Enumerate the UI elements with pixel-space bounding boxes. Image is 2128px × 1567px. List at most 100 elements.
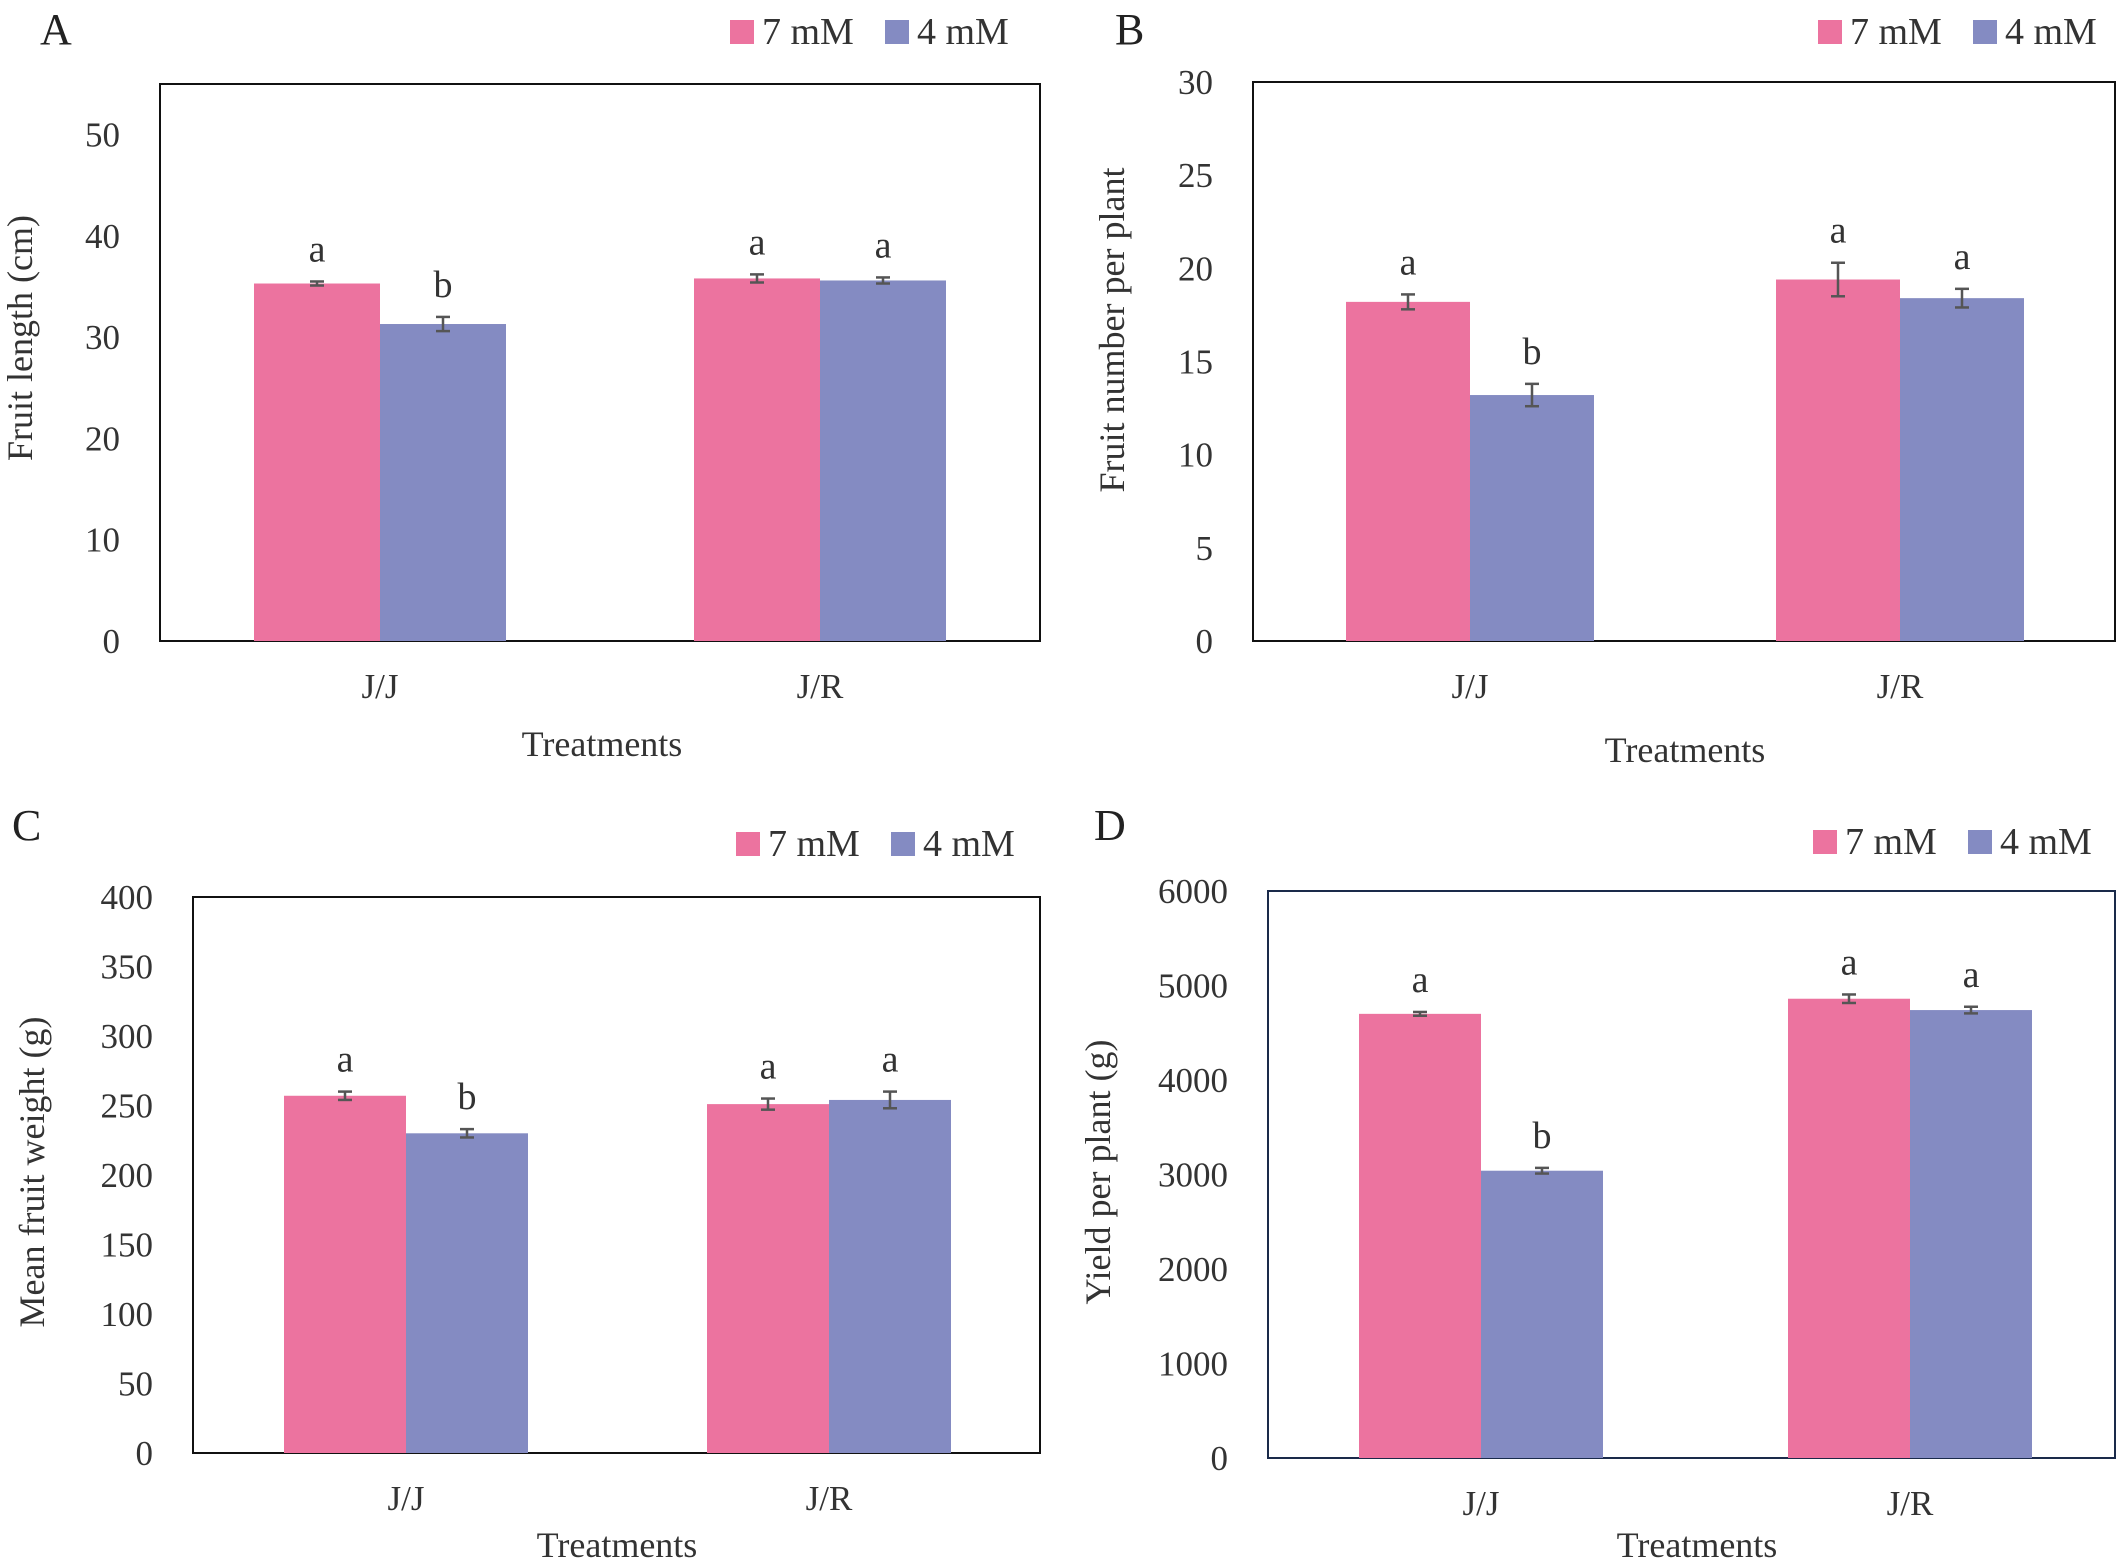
y-tick-label: 20 — [85, 419, 120, 458]
significance-letter: b — [1533, 1115, 1552, 1157]
y-axis-title: Fruit length (cm) — [0, 215, 40, 461]
legend-label: 4 mM — [923, 823, 1015, 865]
significance-letter: a — [749, 221, 766, 263]
bar-jj-4mm — [1481, 1170, 1603, 1458]
x-axis-title: Treatments — [1605, 730, 1766, 770]
x-category-label: J/J — [1463, 1484, 1500, 1523]
plot-frame — [192, 896, 1041, 1454]
legend: 7 mM 4 mM — [1813, 821, 2092, 863]
significance-letter: a — [309, 228, 326, 270]
legend-label: 4 mM — [2000, 821, 2092, 863]
x-category-label: J/R — [1877, 667, 1924, 706]
y-tick-label: 40 — [85, 217, 120, 256]
significance-letter: a — [875, 224, 892, 266]
x-category-label: J/R — [797, 667, 844, 706]
legend-swatch — [1818, 20, 1842, 44]
y-tick-label: 30 — [1178, 63, 1213, 102]
bar-jj-7mm — [1359, 1013, 1481, 1458]
panel-label: A — [40, 5, 72, 54]
x-category-label: J/J — [1452, 667, 1489, 706]
legend-swatch — [891, 832, 915, 856]
y-tick-label: 2000 — [1158, 1250, 1228, 1289]
significance-letter: b — [458, 1076, 477, 1118]
y-tick-label: 20 — [1178, 249, 1213, 288]
y-tick-label: 15 — [1178, 343, 1213, 382]
panel-b: B 0 5 10 15 20 25 30 a b J/J a a J/R Treatments Fruit n… — [1092, 5, 2116, 770]
significance-letter: a — [1841, 941, 1858, 983]
significance-letter: a — [882, 1039, 899, 1081]
legend-label: 7 mM — [1845, 821, 1937, 863]
significance-letter: a — [760, 1046, 777, 1088]
legend-swatch — [1813, 830, 1837, 854]
plot-frame — [1252, 81, 2116, 642]
bar-jr-4mm — [1900, 298, 2024, 641]
bar-jj-7mm — [1346, 301, 1470, 641]
significance-letter: b — [434, 264, 453, 306]
bar-jj-4mm — [406, 1133, 528, 1453]
bar-jr-7mm — [694, 278, 820, 641]
bar-jr-4mm — [820, 280, 946, 641]
bar-jr-7mm — [707, 1104, 829, 1453]
legend-label: 4 mM — [2005, 11, 2097, 53]
y-tick-label: 350 — [101, 948, 154, 987]
panel-label: D — [1094, 801, 1126, 850]
x-axis-title: Treatments — [522, 724, 683, 764]
legend-label: 7 mM — [768, 823, 860, 865]
x-axis-title: Treatments — [1617, 1525, 1778, 1565]
y-tick-label: 5000 — [1158, 967, 1228, 1006]
y-tick-label: 250 — [101, 1087, 154, 1126]
bar-jr-7mm — [1776, 279, 1900, 641]
panel-c: C 0 50 100 150 200 250 300 350 400 a b J/J a a J/R Treat… — [12, 801, 1041, 1565]
plot-frame — [159, 83, 1041, 642]
y-tick-label: 50 — [85, 116, 120, 155]
x-axis-title: Treatments — [537, 1525, 698, 1565]
significance-letter: b — [1523, 331, 1542, 373]
x-category-label: J/J — [388, 1479, 425, 1518]
y-tick-label: 10 — [85, 521, 120, 560]
bar-jj-7mm — [284, 1095, 406, 1453]
y-tick-label: 300 — [101, 1017, 154, 1056]
y-tick-label: 100 — [101, 1295, 154, 1334]
x-category-label: J/R — [1887, 1484, 1934, 1523]
y-tick-label: 3000 — [1158, 1156, 1228, 1195]
legend-label: 4 mM — [917, 11, 1009, 53]
significance-letter: a — [1400, 241, 1417, 283]
legend: 7 mM 4 mM — [736, 823, 1015, 865]
significance-letter: a — [1963, 954, 1980, 996]
bar-jj-7mm — [254, 283, 380, 641]
y-tick-label: 4000 — [1158, 1061, 1228, 1100]
legend-swatch — [885, 20, 909, 44]
legend: 7 mM 4 mM — [1818, 11, 2097, 53]
legend: 7 mM 4 mM — [730, 11, 1009, 53]
bar-jj-4mm — [1470, 395, 1594, 641]
bar-jr-7mm — [1788, 998, 1910, 1458]
significance-letter: a — [1412, 959, 1429, 1001]
y-tick-label: 10 — [1178, 436, 1213, 475]
y-tick-label: 6000 — [1158, 872, 1228, 911]
panel-d: D 0 1000 2000 3000 4000 5000 6000 a b J/J a a J/R Trea… — [1078, 801, 2116, 1565]
legend-label: 7 mM — [1850, 11, 1942, 53]
y-tick-label: 0 — [1196, 622, 1214, 661]
bar-jr-4mm — [1910, 1010, 2032, 1458]
y-tick-label: 200 — [101, 1156, 154, 1195]
significance-letter: a — [337, 1039, 354, 1081]
y-tick-label: 30 — [85, 318, 120, 357]
panel-label: C — [12, 801, 41, 850]
y-tick-label: 0 — [1211, 1439, 1229, 1478]
panel-label: B — [1115, 5, 1144, 54]
legend-label: 7 mM — [762, 11, 854, 53]
y-axis-title: Fruit number per plant — [1092, 168, 1132, 493]
significance-letter: a — [1830, 210, 1847, 252]
y-axis-title: Mean fruit weight (g) — [12, 1017, 52, 1328]
plot-frame — [1267, 890, 2116, 1459]
bar-jj-4mm — [380, 324, 506, 641]
y-tick-label: 50 — [118, 1365, 153, 1404]
y-tick-label: 0 — [103, 622, 121, 661]
panel-a: A 0 10 20 30 40 50 a b J/J a a J/R Treatments Fruit le… — [0, 5, 1041, 764]
y-axis-title: Yield per plant (g) — [1078, 1040, 1118, 1305]
y-tick-label: 150 — [101, 1226, 154, 1265]
x-category-label: J/R — [806, 1479, 853, 1518]
x-category-label: J/J — [362, 667, 399, 706]
significance-letter: a — [1954, 236, 1971, 278]
